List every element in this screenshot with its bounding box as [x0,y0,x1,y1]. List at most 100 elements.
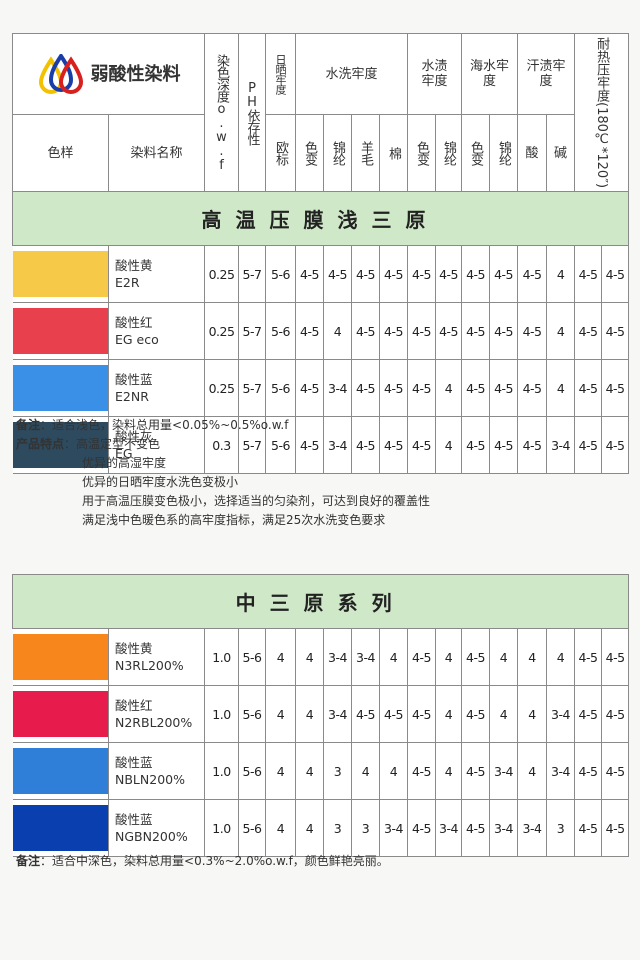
value-cell: 5-6 [265,359,296,418]
header-wash: 水洗牢度 [294,32,409,116]
dye-code: N3RL200% [115,658,184,673]
value-cell: 4-5 [461,359,491,418]
remark-label: 备注 [16,854,41,868]
value-cell: 4 [546,359,576,418]
table-row: 酸性红 EG eco 0.25 5-7 5-6 4-5 4 4-5 4-5 4-5 4-5 4-5 4-… [12,302,630,361]
value-cell: 5-6 [265,245,296,304]
header-water-nylon: 锦纶 [435,114,463,193]
value-cell: 4-5 [295,416,324,475]
value-cell: 4-5 [600,685,630,743]
value-cell: 4 [546,628,575,686]
table-row: 酸性蓝 NGBN200% 1.0 5-6 4 4 3 3 3-4 4-5 3-4 4-5 3-4 3-4 3… [12,799,630,857]
value-cell: 4-5 [461,799,490,857]
value-cell: 4-5 [295,302,324,361]
value-cell: 4-5 [461,416,491,475]
section2-title: 中三原系列 [11,574,630,629]
dye-name: 酸性灰 [115,429,153,445]
value-cell: 4-5 [601,302,630,361]
value-cell: 4-5 [378,359,409,418]
value-cell: 4 [295,628,324,686]
value-cell: 4 [295,685,324,743]
header-depth: 染色深度o.w.f [204,32,239,193]
value-cell: 4 [351,742,380,800]
color-swatch [12,416,109,475]
high-temp-table: 弱酸性染料 染色深度o.w.f PH依存性 日晒牢度 水洗牢度 水渍牢度 海水牢… [11,32,630,475]
value-cell: 4 [435,685,462,743]
value-cell: 3-4 [489,742,518,800]
feature-item: 用于高温压膜变色极小，选择适当的匀染剂，可达到良好的覆盖性 [82,494,431,508]
table-row: 酸性蓝 E2NR 0.25 5-7 5-6 4-5 3-4 4-5 4-5 4-5 4 4-5 4-5 4… [12,359,630,418]
value-cell: 4-5 [407,628,436,686]
value-cell: 4 [295,799,324,857]
section1-notes: 备注：适合浅色，染料总用量<0.05%~0.5%o.w.f 产品特点：高温定型不… [16,416,430,530]
dye-name: 酸性蓝 [115,755,153,770]
dye-name: 酸性蓝 [115,812,153,827]
value-cell: 3-4 [323,359,352,418]
value-cell: 4 [379,628,408,686]
header-sweat-alkali: 碱 [546,114,576,193]
dye-name: 酸性黄 [115,258,153,274]
value-cell: 5-7 [238,359,266,418]
value-cell: 4 [265,742,296,800]
value-cell: 5-6 [238,799,266,857]
color-swatch [12,245,109,304]
value-cell: 4-5 [517,245,548,304]
value-cell: 4-5 [379,685,408,743]
value-cell: 5-6 [265,416,296,475]
header-sweat: 汗渍牢度 [517,32,576,116]
feature-item: 优异的高湿牢度 [82,456,167,470]
header-swatch: 色样 [12,114,109,193]
features-label: 产品特点 [16,437,65,451]
section1-title: 高温压膜浅三原 [11,191,630,247]
dye-name: 酸性黄 [115,641,153,656]
brand-title: 弱酸性染料 [90,63,181,85]
value-cell: 3-4 [323,685,352,743]
value-cell: 3 [351,799,380,857]
header-sea-nylon: 锦纶 [489,114,519,193]
drops-logo-icon [38,54,83,95]
header-wash-shade: 色变 [295,114,324,193]
value-cell: 4-5 [574,245,603,304]
value-cell: 3-4 [489,799,518,857]
value-cell: 4-5 [574,359,603,418]
dye-code: E2R [115,275,140,291]
color-swatch [12,628,109,686]
value-cell: 1.0 [204,742,239,800]
value-cell: 5-7 [238,416,266,475]
value-cell: 3-4 [323,628,352,686]
header-name: 染料名称 [108,114,205,193]
dye-name-cell: 酸性蓝 NBLN200% [108,742,205,800]
value-cell: 4-5 [461,742,490,800]
value-cell: 4-5 [489,359,519,418]
value-cell: 4-5 [407,685,436,743]
value-cell: 4-5 [600,628,630,686]
header-wash-wool: 羊毛 [351,114,380,193]
value-cell: 4-5 [600,742,630,800]
color-swatch [12,685,109,743]
dye-name-cell: 酸性红 EG eco [108,302,205,361]
value-cell: 4-5 [407,245,437,304]
value-cell: 4-5 [295,359,324,418]
value-cell: 4 [379,742,408,800]
header-wash-nylon: 锦纶 [323,114,352,193]
value-cell: 4-5 [517,359,548,418]
value-cell: 4 [435,359,463,418]
value-cell: 4-5 [574,685,602,743]
color-swatch [12,359,109,418]
value-cell: 1.0 [204,685,239,743]
remark-text: 适合中深色，染料总用量<0.3%~2.0%o.w.f，颜色鲜艳亮丽。 [52,854,389,868]
header-sea-shade: 色变 [461,114,491,193]
feature-item: 满足浅中色暖色系的高牢度指标，满足25次水洗变色要求 [82,513,386,527]
value-cell: 4-5 [600,799,630,857]
section2-notes: 备注：适合中深色，染料总用量<0.3%~2.0%o.w.f，颜色鲜艳亮丽。 [16,854,389,868]
value-cell: 5-7 [238,245,266,304]
value-cell: 3-4 [435,799,462,857]
dye-name: 酸性蓝 [115,372,153,388]
value-cell: 4 [517,685,547,743]
feature-item: 优异的日晒牢度水洗色变极小 [82,475,239,489]
value-cell: 4 [517,742,547,800]
value-cell: 4-5 [323,245,352,304]
value-cell: 4-5 [517,416,548,475]
value-cell: 3-4 [379,799,408,857]
value-cell: 3-4 [517,799,547,857]
